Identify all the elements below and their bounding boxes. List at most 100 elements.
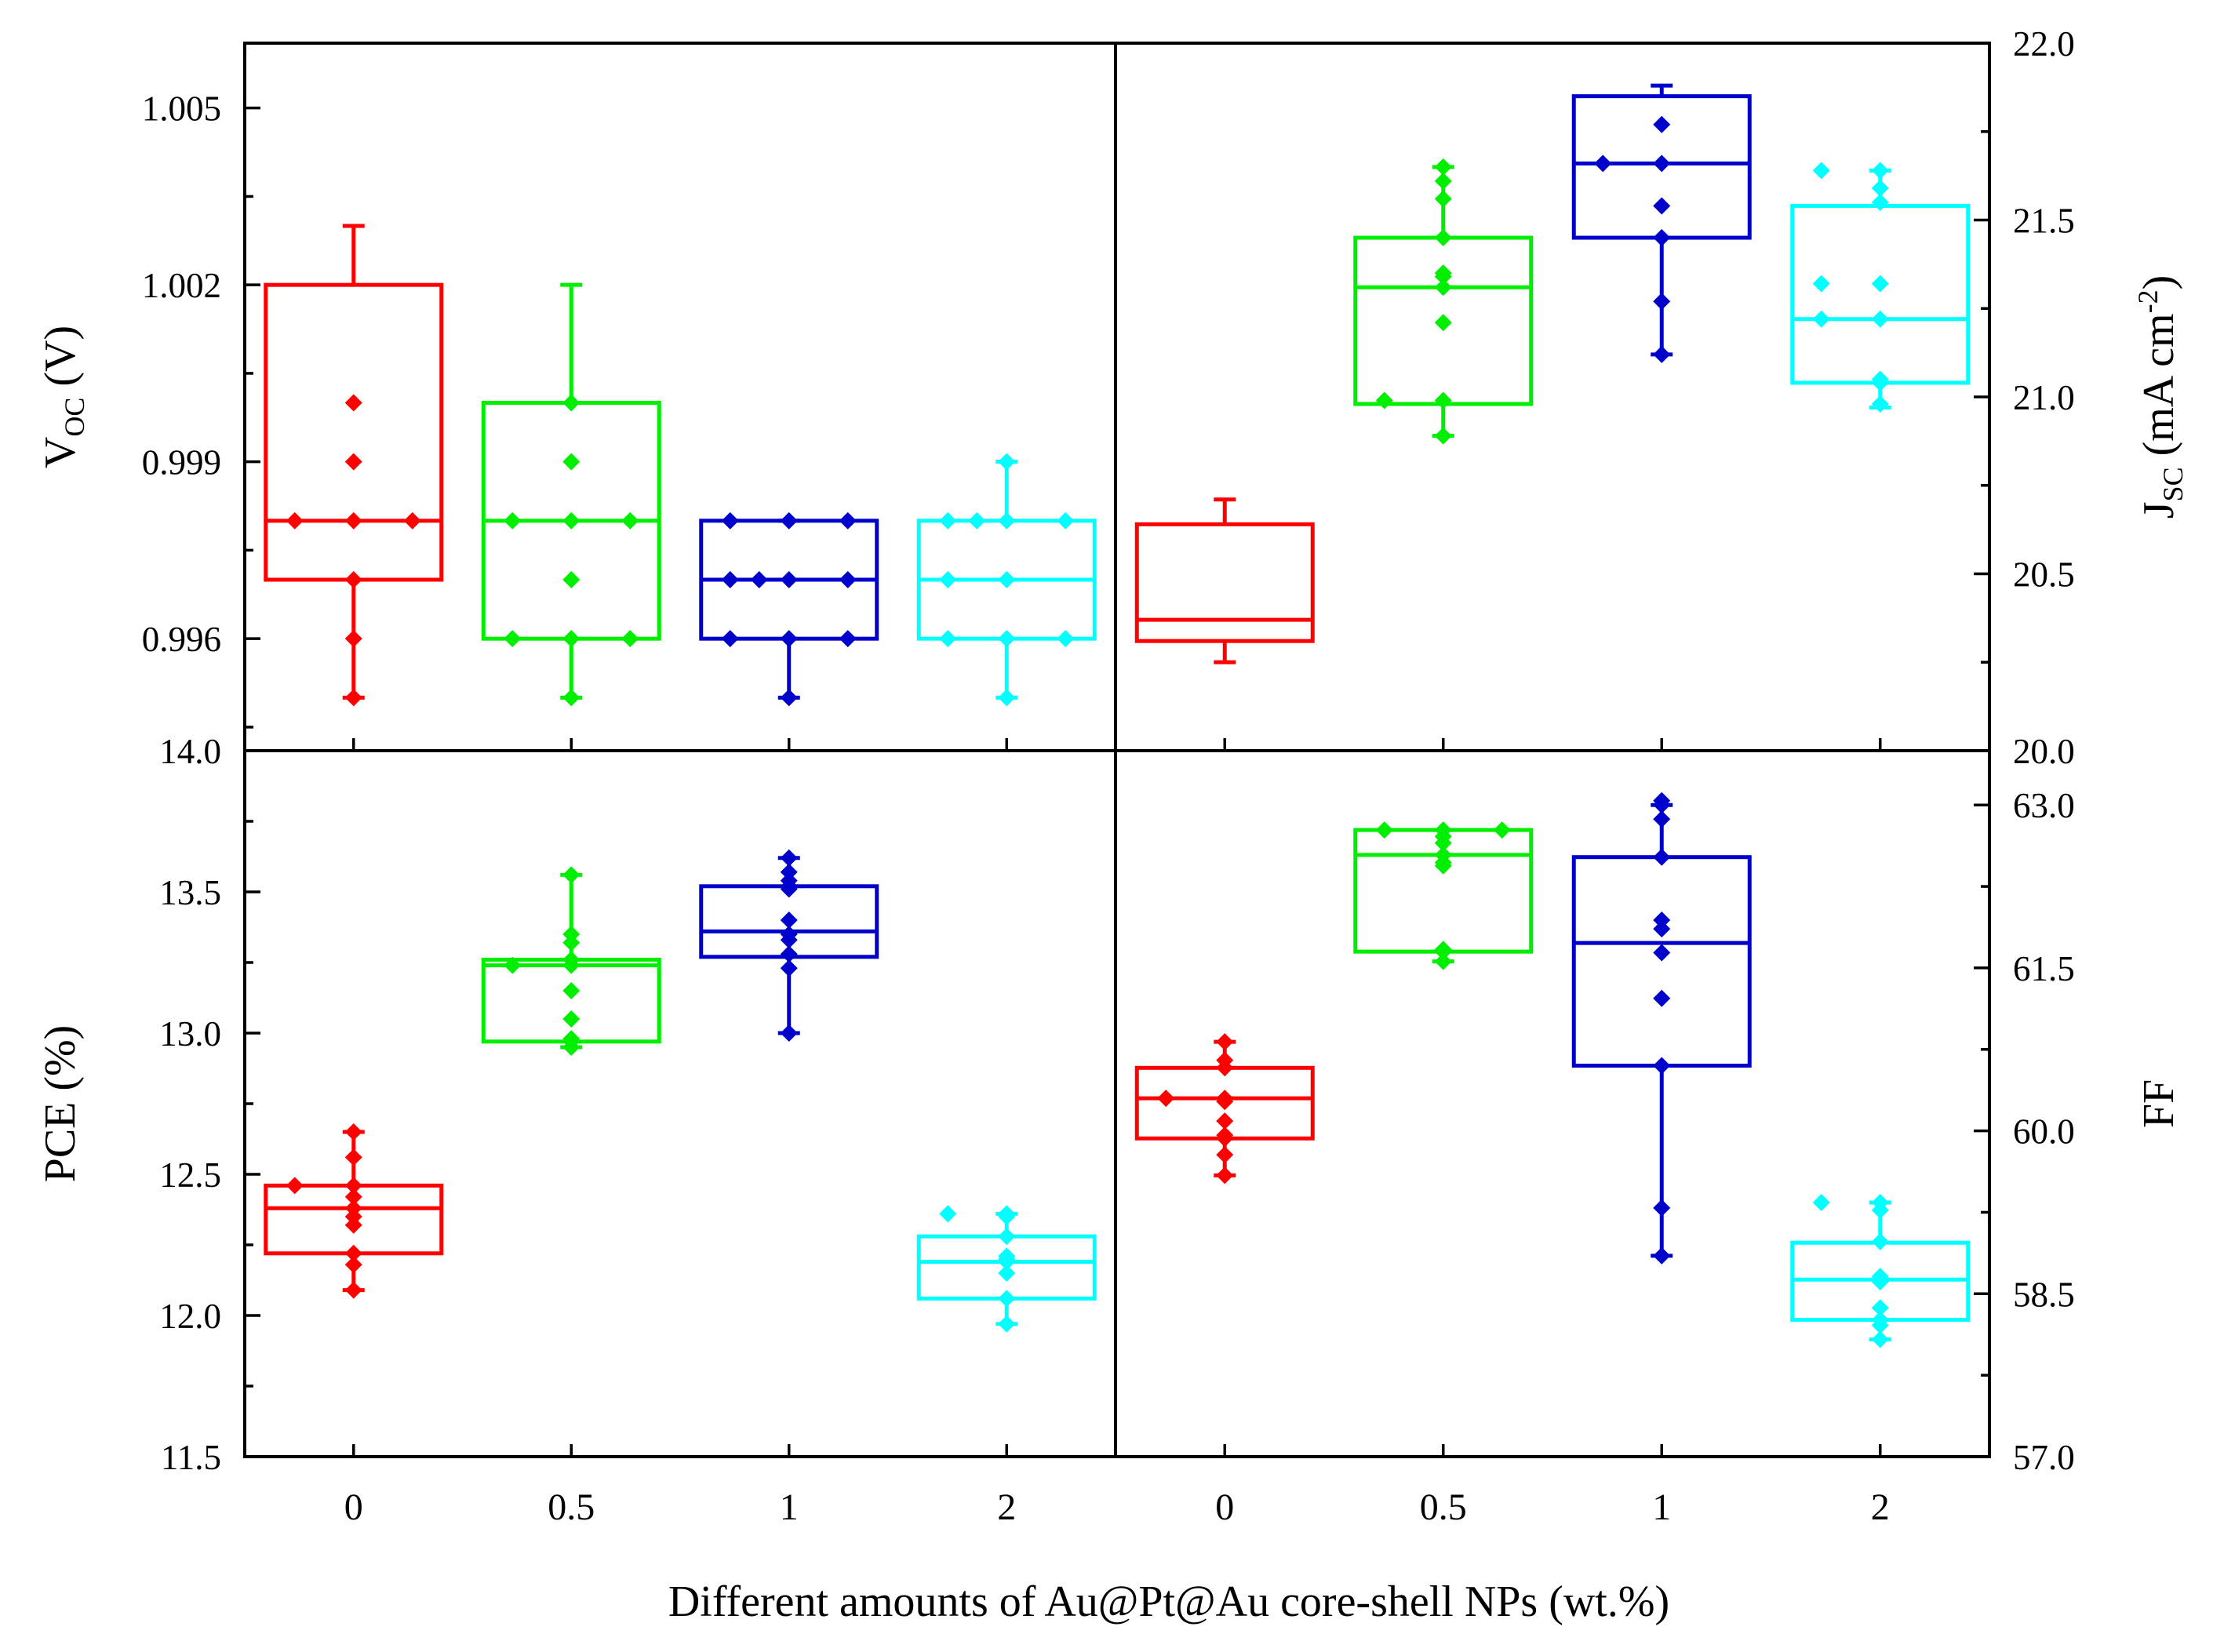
- data-point: [562, 453, 581, 471]
- data-point: [621, 630, 639, 648]
- data-point: [1434, 314, 1452, 332]
- data-point: [721, 571, 739, 589]
- data-point: [1653, 1246, 1671, 1264]
- data-point: [1871, 1330, 1889, 1348]
- points-1: [780, 849, 798, 1042]
- data-point: [344, 1281, 362, 1299]
- data-point: [621, 511, 639, 529]
- data-point: [344, 1256, 362, 1274]
- data-point: [998, 1228, 1016, 1246]
- y-tick-label: 0.999: [142, 443, 221, 482]
- data-point: [1434, 278, 1452, 297]
- data-point: [1653, 229, 1671, 247]
- data-point: [939, 1205, 957, 1223]
- data-point: [344, 394, 362, 412]
- box-1: [1571, 802, 1752, 1258]
- data-point: [1216, 1146, 1234, 1164]
- x-tick-label: 0: [344, 1486, 363, 1528]
- data-point: [1216, 1112, 1234, 1130]
- data-point: [1871, 395, 1889, 413]
- data-point: [780, 945, 798, 963]
- y-axis-label: VOC (V): [36, 326, 90, 468]
- y-axis-label: JSC (mA cm-2): [2132, 275, 2189, 519]
- data-point: [1871, 1194, 1889, 1211]
- data-point: [1057, 511, 1075, 529]
- data-point: [1216, 1033, 1234, 1051]
- data-point: [562, 571, 581, 589]
- data-point: [1434, 846, 1452, 864]
- y-tick-label: 63.0: [2013, 786, 2075, 825]
- points-1: [721, 511, 857, 707]
- box-1: [699, 519, 879, 700]
- data-point: [504, 511, 522, 529]
- data-point: [1871, 193, 1889, 211]
- y-tick-label: 58.5: [2013, 1275, 2075, 1314]
- y-tick-label: 12.5: [159, 1155, 221, 1195]
- data-point: [1653, 848, 1671, 866]
- data-point: [1812, 310, 1830, 328]
- x-tick-label: 0.5: [1420, 1486, 1467, 1528]
- data-point: [1871, 1299, 1889, 1317]
- y-tick-label: 60.0: [2013, 1112, 2075, 1152]
- data-point: [998, 1247, 1016, 1265]
- data-point: [1157, 1090, 1175, 1108]
- data-point: [1434, 821, 1452, 839]
- panel-bottom-left: 11.5 12.0 12.5 13.0 13.5 14.0 0 0.5 1 2 PCE (%): [36, 732, 1097, 1528]
- data-point: [1653, 197, 1671, 215]
- x-tick-label: 0: [1215, 1486, 1234, 1528]
- data-point: [750, 571, 768, 589]
- data-point: [1653, 912, 1671, 929]
- data-point: [1871, 179, 1889, 197]
- y-tick-label: 11.5: [161, 1438, 221, 1477]
- data-point: [562, 630, 581, 648]
- data-point: [1871, 275, 1889, 293]
- data-point: [780, 926, 798, 943]
- data-point: [344, 453, 362, 471]
- iqr-box: [1571, 855, 1752, 1068]
- data-point: [1216, 1090, 1234, 1108]
- data-point: [998, 1205, 1016, 1223]
- points-1: [1594, 115, 1671, 363]
- points-0: [286, 1123, 362, 1299]
- data-point: [1812, 162, 1830, 180]
- data-point: [1434, 172, 1452, 190]
- data-point: [344, 1244, 362, 1262]
- y-tick-label: 20.5: [2013, 555, 2075, 595]
- data-point: [839, 630, 857, 648]
- data-point: [998, 1315, 1016, 1333]
- data-point: [998, 511, 1016, 529]
- data-point: [344, 689, 362, 707]
- data-point: [1434, 427, 1452, 445]
- panel-top-right: 20.0 20.5 21.0 21.5 22.0 JSC (mA cm-2): [1134, 24, 2189, 771]
- data-point: [939, 511, 957, 529]
- y-tick-label: 0.996: [142, 620, 221, 659]
- points-2: [939, 453, 1075, 707]
- panel-bottom-right: 57.0 58.5 60.0 61.5 63.0 0 0.5 1 2 FF: [1134, 786, 2183, 1528]
- y-tick-label: 12.0: [159, 1297, 221, 1336]
- data-point: [1434, 952, 1452, 970]
- data-point: [1653, 920, 1671, 938]
- data-point: [1812, 275, 1830, 293]
- points-0.5: [1375, 821, 1511, 970]
- data-point: [780, 1024, 798, 1042]
- data-point: [998, 630, 1016, 648]
- data-point: [998, 453, 1016, 471]
- points-2: [1812, 162, 1889, 413]
- data-point: [1653, 1199, 1671, 1217]
- data-point: [1653, 810, 1671, 828]
- y-tick-label: 57.0: [2013, 1438, 2075, 1477]
- data-point: [780, 571, 798, 589]
- data-point: [344, 1177, 362, 1195]
- data-point: [1653, 155, 1671, 173]
- data-point: [286, 1177, 304, 1195]
- data-point: [780, 863, 798, 881]
- data-point: [1653, 1057, 1671, 1075]
- data-point: [562, 1010, 581, 1028]
- data-point: [1216, 1126, 1234, 1144]
- points-0.5: [504, 394, 639, 707]
- data-point: [1434, 941, 1452, 959]
- data-point: [1653, 944, 1671, 962]
- y-tick-label: 20.0: [2013, 732, 2075, 771]
